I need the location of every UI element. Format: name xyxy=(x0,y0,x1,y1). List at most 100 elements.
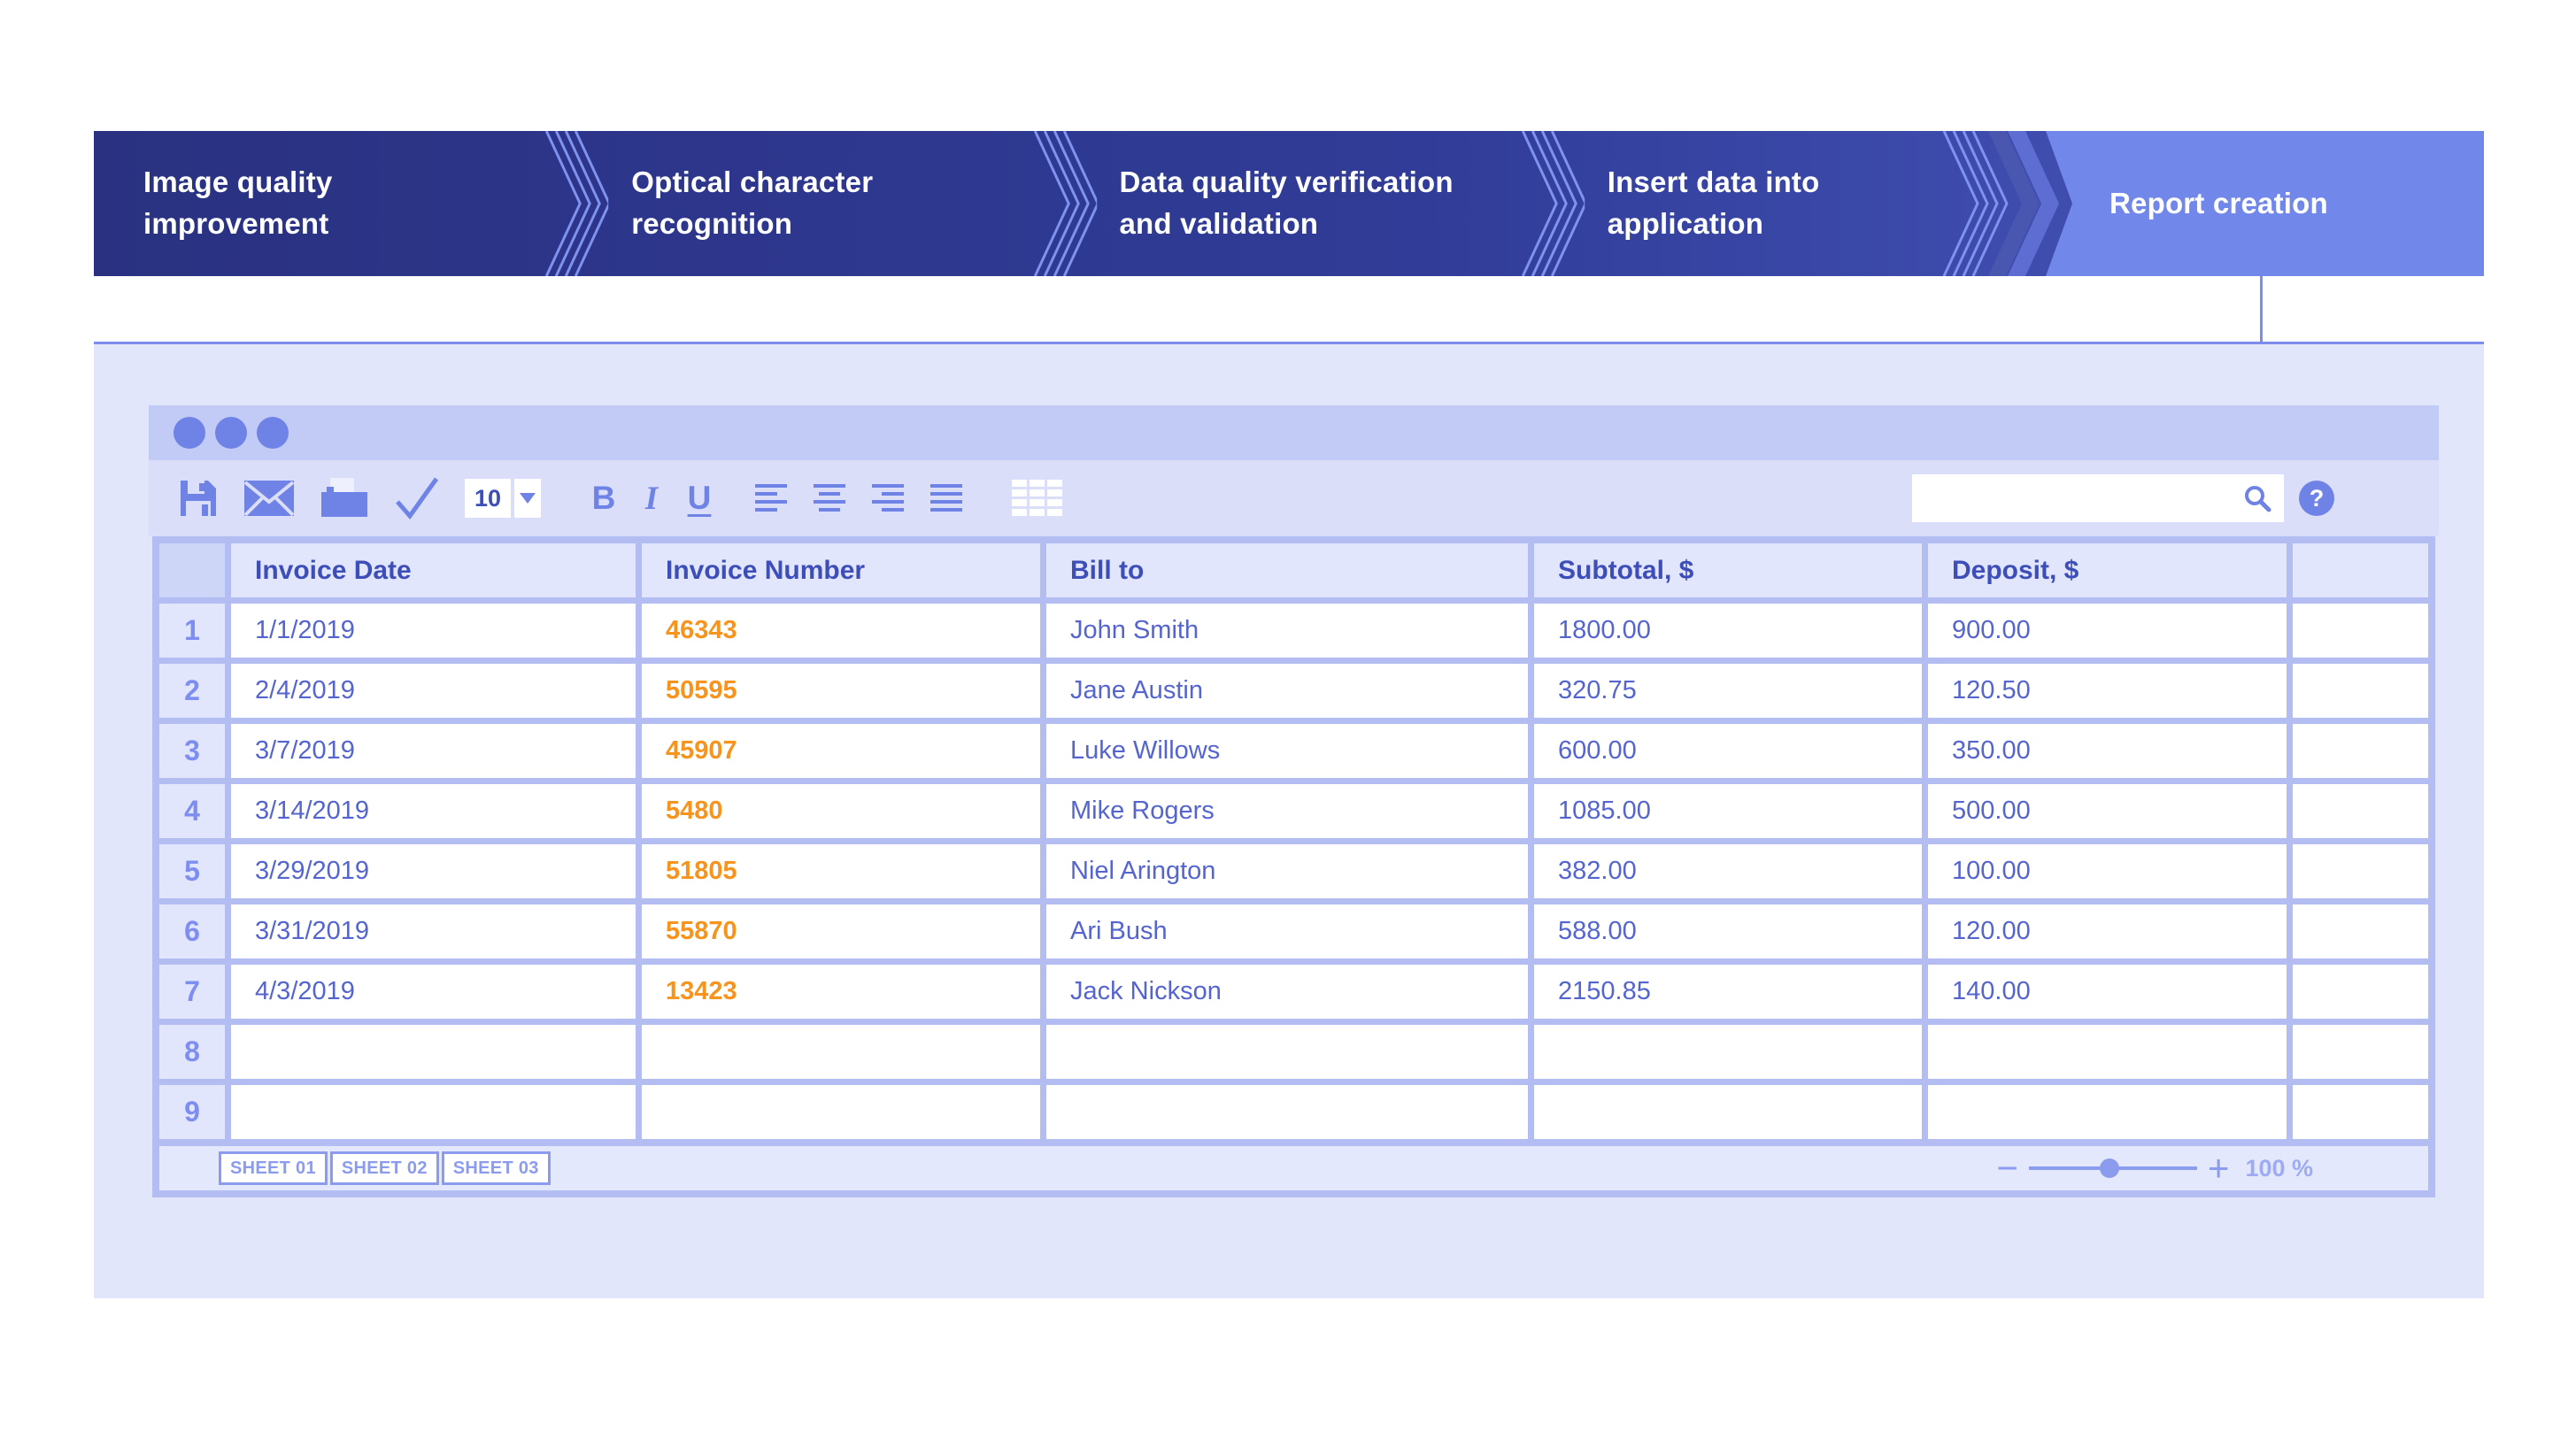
font-size-arrow-button[interactable] xyxy=(514,479,541,518)
cell-empty[interactable] xyxy=(2293,1025,2428,1079)
cell-bill-to[interactable] xyxy=(1046,1025,1528,1079)
help-button[interactable]: ? xyxy=(2299,481,2334,516)
cell-invoice-date[interactable]: 2/4/2019 xyxy=(231,664,636,718)
bold-button[interactable]: B xyxy=(591,480,616,516)
cell-deposit[interactable]: 350.00 xyxy=(1928,724,2287,778)
cell-invoice-date[interactable]: 1/1/2019 xyxy=(231,604,636,658)
row-number[interactable]: 8 xyxy=(159,1025,225,1079)
cell-deposit[interactable]: 120.00 xyxy=(1928,904,2287,958)
mail-button[interactable] xyxy=(243,480,295,517)
cell-deposit[interactable]: 120.50 xyxy=(1928,664,2287,718)
save-button[interactable] xyxy=(178,478,219,519)
cell-invoice-number[interactable]: 55870 xyxy=(642,904,1040,958)
cell-subtotal[interactable] xyxy=(1534,1025,1922,1079)
cell-empty[interactable] xyxy=(2293,664,2428,718)
cell-subtotal[interactable]: 1800.00 xyxy=(1534,604,1922,658)
cell-invoice-date[interactable]: 3/31/2019 xyxy=(231,904,636,958)
cell-empty[interactable] xyxy=(2293,904,2428,958)
zoom-in-button[interactable]: + xyxy=(2207,1147,2230,1189)
search-icon[interactable] xyxy=(2243,484,2271,512)
cell-subtotal[interactable]: 588.00 xyxy=(1534,904,1922,958)
cell-subtotal[interactable]: 320.75 xyxy=(1534,664,1922,718)
window-dot-icon[interactable] xyxy=(174,417,205,449)
cell-empty[interactable] xyxy=(2293,965,2428,1019)
search-input[interactable] xyxy=(1912,474,2243,522)
zoom-slider[interactable] xyxy=(2028,1158,2197,1178)
cell-subtotal[interactable]: 2150.85 xyxy=(1534,965,1922,1019)
align-left-button[interactable] xyxy=(755,483,789,513)
cell-bill-to[interactable]: Jane Austin xyxy=(1046,664,1528,718)
cell-bill-to[interactable]: Jack Nickson xyxy=(1046,965,1528,1019)
cell-deposit[interactable] xyxy=(1928,1025,2287,1079)
corner-cell[interactable] xyxy=(159,543,225,597)
table-borders-button[interactable] xyxy=(1012,480,1063,517)
cell-empty[interactable] xyxy=(2293,724,2428,778)
check-button[interactable] xyxy=(394,477,440,520)
cell-deposit[interactable]: 500.00 xyxy=(1928,784,2287,838)
cell-bill-to[interactable]: Niel Arington xyxy=(1046,844,1528,898)
cell-invoice-date[interactable]: 3/29/2019 xyxy=(231,844,636,898)
process-steps-dark: Image quality improvement Optical charac… xyxy=(94,131,2046,276)
underline-button[interactable]: U xyxy=(687,480,712,516)
tab-sheet-03[interactable]: SHEET 03 xyxy=(441,1151,551,1185)
print-button[interactable] xyxy=(320,478,369,519)
cell-deposit[interactable]: 900.00 xyxy=(1928,604,2287,658)
tab-sheet-02[interactable]: SHEET 02 xyxy=(329,1151,439,1185)
cell-invoice-date[interactable]: 4/3/2019 xyxy=(231,965,636,1019)
cell-bill-to[interactable]: Ari Bush xyxy=(1046,904,1528,958)
cell-deposit[interactable]: 100.00 xyxy=(1928,844,2287,898)
row-number[interactable]: 2 xyxy=(159,664,225,718)
cell-bill-to[interactable]: John Smith xyxy=(1046,604,1528,658)
row-number[interactable]: 9 xyxy=(159,1085,225,1139)
column-header-subtotal[interactable]: Subtotal, $ xyxy=(1534,543,1922,597)
row-number[interactable]: 6 xyxy=(159,904,225,958)
cell-invoice-number[interactable]: 51805 xyxy=(642,844,1040,898)
cell-invoice-number[interactable]: 13423 xyxy=(642,965,1040,1019)
window-dot-icon[interactable] xyxy=(215,417,247,449)
column-header-bill-to[interactable]: Bill to xyxy=(1046,543,1528,597)
cell-bill-to[interactable]: Luke Willows xyxy=(1046,724,1528,778)
cell-subtotal[interactable]: 1085.00 xyxy=(1534,784,1922,838)
cell-empty[interactable] xyxy=(2293,844,2428,898)
row-number[interactable]: 5 xyxy=(159,844,225,898)
cell-invoice-date[interactable]: 3/14/2019 xyxy=(231,784,636,838)
cell-invoice-number[interactable]: 5480 xyxy=(642,784,1040,838)
font-size-dropdown[interactable]: 10 xyxy=(465,479,541,518)
cell-subtotal[interactable]: 382.00 xyxy=(1534,844,1922,898)
cell-deposit[interactable] xyxy=(1928,1085,2287,1139)
cell-invoice-number[interactable]: 46343 xyxy=(642,604,1040,658)
cell-invoice-number[interactable] xyxy=(642,1085,1040,1139)
zoom-out-button[interactable]: − xyxy=(1996,1147,2018,1189)
column-header-invoice-number[interactable]: Invoice Number xyxy=(642,543,1040,597)
italic-button[interactable]: I xyxy=(644,480,659,517)
row-number[interactable]: 3 xyxy=(159,724,225,778)
column-header-empty[interactable] xyxy=(2293,543,2428,597)
font-size-value[interactable]: 10 xyxy=(465,479,511,518)
window-dot-icon[interactable] xyxy=(257,417,289,449)
align-justify-button[interactable] xyxy=(930,483,964,513)
cell-subtotal[interactable]: 600.00 xyxy=(1534,724,1922,778)
cell-invoice-date[interactable] xyxy=(231,1025,636,1079)
column-header-invoice-date[interactable]: Invoice Date xyxy=(231,543,636,597)
cell-bill-to[interactable]: Mike Rogers xyxy=(1046,784,1528,838)
row-number[interactable]: 4 xyxy=(159,784,225,838)
tab-sheet-01[interactable]: SHEET 01 xyxy=(219,1151,328,1185)
column-header-deposit[interactable]: Deposit, $ xyxy=(1928,543,2287,597)
align-center-button[interactable] xyxy=(814,483,847,513)
cell-empty[interactable] xyxy=(2293,604,2428,658)
cell-invoice-date[interactable] xyxy=(231,1085,636,1139)
cell-invoice-number[interactable] xyxy=(642,1025,1040,1079)
cell-invoice-number[interactable]: 50595 xyxy=(642,664,1040,718)
cell-empty[interactable] xyxy=(2293,784,2428,838)
cell-invoice-number[interactable]: 45907 xyxy=(642,724,1040,778)
cell-bill-to[interactable] xyxy=(1046,1085,1528,1139)
cell-deposit[interactable]: 140.00 xyxy=(1928,965,2287,1019)
search-box[interactable] xyxy=(1912,474,2284,522)
align-right-button[interactable] xyxy=(872,483,906,513)
row-number[interactable]: 1 xyxy=(159,604,225,658)
cell-subtotal[interactable] xyxy=(1534,1085,1922,1139)
cell-invoice-date[interactable]: 3/7/2019 xyxy=(231,724,636,778)
row-number[interactable]: 7 xyxy=(159,965,225,1019)
cell-empty[interactable] xyxy=(2293,1085,2428,1139)
zoom-slider-handle[interactable] xyxy=(2100,1158,2120,1178)
